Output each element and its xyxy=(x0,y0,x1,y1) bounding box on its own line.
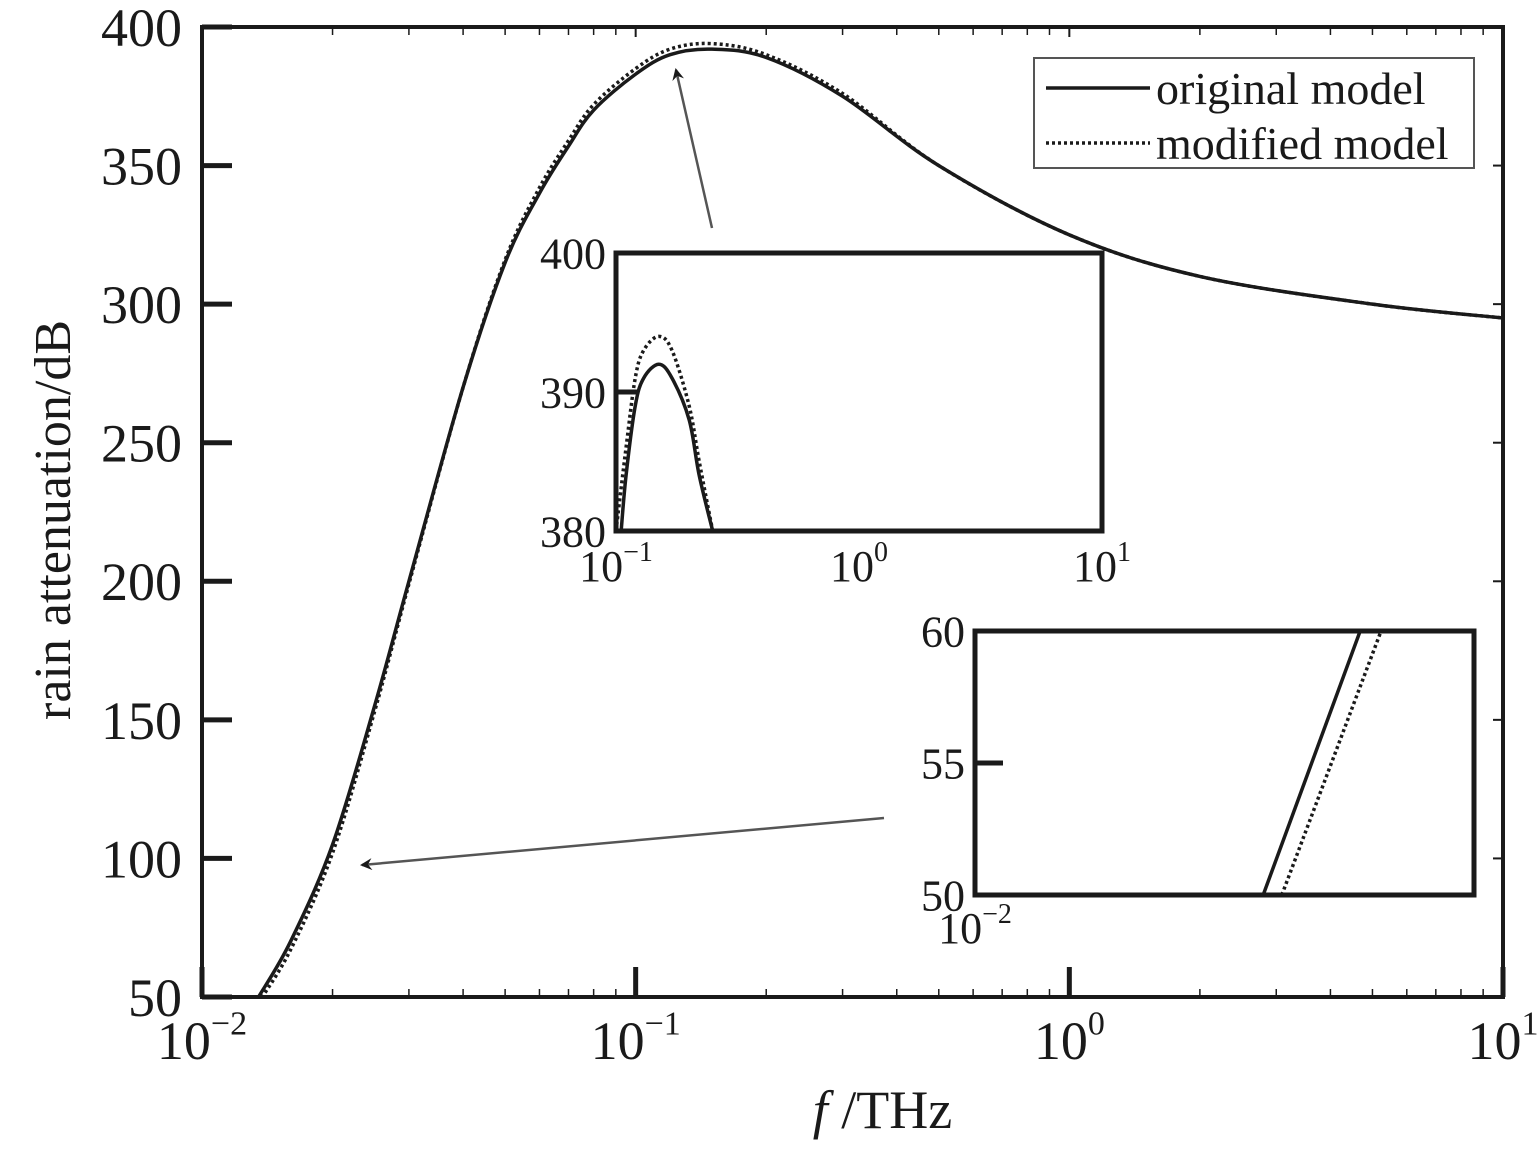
y-tick-label: 390 xyxy=(540,368,606,417)
series-line-original-model xyxy=(1261,631,1362,895)
series-line-modified-model xyxy=(616,334,715,531)
x-tick-label: 100 xyxy=(1034,1006,1105,1071)
series-line-original-model xyxy=(619,362,715,531)
series-line-modified-model xyxy=(1280,631,1383,895)
y-tick-label: 200 xyxy=(101,552,182,612)
y-tick-label: 400 xyxy=(101,0,182,58)
annotation-arrow-peak xyxy=(672,68,714,229)
y-tick-label: 55 xyxy=(921,739,965,788)
series-line-modified-model xyxy=(260,41,1503,997)
inset-low-plot: 50 55 60 10−2 xyxy=(921,607,1477,953)
x-tick-label: 10−2 xyxy=(157,1006,247,1071)
y-tick-label: 150 xyxy=(101,691,182,751)
legend-box xyxy=(1033,57,1475,169)
x-axis-label: f /THz xyxy=(813,1080,952,1140)
y-tick-label: 100 xyxy=(101,829,182,889)
y-tick-label: 50 xyxy=(128,968,182,1028)
legend-label: modified model xyxy=(1156,118,1449,169)
y-tick-label: 300 xyxy=(101,275,182,335)
y-axis-label: rain attenuation/dB xyxy=(25,320,82,720)
x-tick-label: 100 xyxy=(830,537,888,591)
y-tick-label: 380 xyxy=(540,507,606,556)
annotation-arrow-low xyxy=(360,816,885,871)
main-plot: 50 100 150 200 250 300 350 400 10−2 10−1 100 101 f /… xyxy=(25,0,1538,1140)
x-tick-label: 10−2 xyxy=(938,899,1012,953)
y-tick-label: 400 xyxy=(540,229,606,278)
inset-background xyxy=(975,631,1474,895)
x-tick-label: 10−1 xyxy=(579,537,653,591)
inset-background xyxy=(616,253,1102,531)
inset-peak-plot: 380 390 400 10−1 100 101 xyxy=(540,229,1131,591)
plot-frame xyxy=(200,25,1505,999)
x-tick-label: 101 xyxy=(1073,537,1131,591)
y-tick-label: 50 xyxy=(921,871,965,920)
y-tick-label: 60 xyxy=(921,607,965,656)
y-tick-label: 350 xyxy=(101,136,182,196)
y-tick-label: 250 xyxy=(101,414,182,474)
legend-label: original model xyxy=(1156,63,1426,114)
x-tick-label: 10−1 xyxy=(591,1006,681,1071)
x-tick-label: 101 xyxy=(1468,1006,1538,1071)
